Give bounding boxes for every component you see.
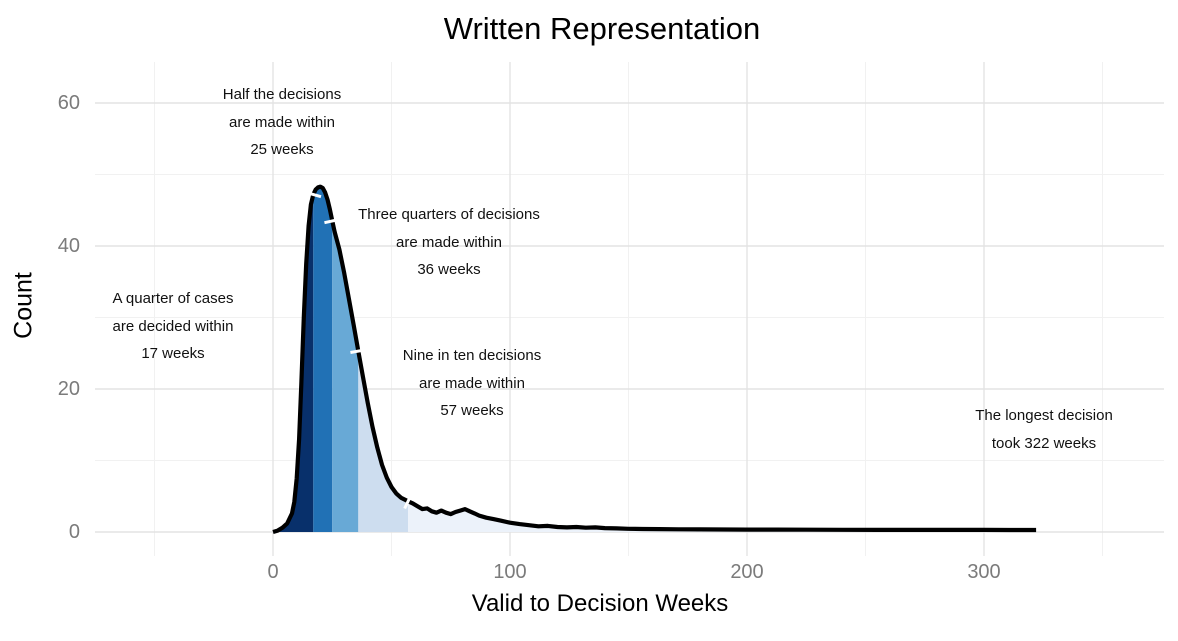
annotation-line: are decided within bbox=[112, 317, 234, 335]
annotation-line: 36 weeks bbox=[417, 261, 481, 278]
annotation-half: Half the decisions are made within 25 we… bbox=[162, 81, 402, 164]
annotation-longest: The longest decision took 322 weeks bbox=[924, 402, 1164, 457]
annotation-line: 17 weeks bbox=[141, 345, 205, 362]
annotation-line: are made within bbox=[229, 113, 335, 131]
y-tick-label: 20 bbox=[57, 378, 80, 400]
y-tick-label: 60 bbox=[57, 92, 80, 114]
quantile-notch bbox=[403, 493, 413, 510]
quantile-notch bbox=[350, 348, 367, 354]
x-tick-label: 300 bbox=[967, 561, 1001, 583]
annotation-line: A quarter of cases bbox=[112, 290, 234, 307]
density-band-fill bbox=[358, 351, 409, 532]
annotation-line: are made within bbox=[419, 374, 525, 392]
quantile-notch bbox=[324, 217, 341, 225]
y-tick-label: 0 bbox=[68, 521, 80, 543]
x-axis-label: Valid to Decision Weeks bbox=[471, 590, 729, 617]
y-tick-label: 40 bbox=[57, 235, 80, 257]
quantile-notch bbox=[305, 190, 322, 199]
annotation-line: are made within bbox=[396, 233, 502, 251]
annotation-line: Nine in ten decisions bbox=[402, 347, 542, 364]
annotation-line: Half the decisions bbox=[222, 86, 342, 103]
annotation-line: 25 weeks bbox=[250, 141, 314, 158]
annotation-three-quarters: Three quarters of decisions are made wit… bbox=[319, 201, 579, 284]
density-band-fill bbox=[313, 186, 333, 532]
annotation-line: The longest decision bbox=[975, 407, 1113, 424]
density-band-fill bbox=[273, 194, 314, 532]
density-band-fill bbox=[332, 220, 359, 532]
annotation-line: 57 weeks bbox=[440, 402, 504, 419]
annotation-line: Three quarters of decisions bbox=[358, 206, 540, 223]
annotation-quarter: A quarter of cases are decided within 17… bbox=[53, 285, 293, 368]
x-tick-label: 100 bbox=[493, 561, 527, 583]
annotation-nine-in-ten: Nine in ten decisions are made within 57… bbox=[352, 342, 592, 425]
x-tick-label: 0 bbox=[267, 561, 279, 583]
y-axis-label: Count bbox=[9, 272, 38, 339]
annotation-line: took 322 weeks bbox=[991, 434, 1097, 452]
x-tick-label: 200 bbox=[730, 561, 764, 583]
density-band-fill bbox=[408, 501, 1037, 532]
chart-title: Written Representation bbox=[443, 11, 761, 46]
density-curve bbox=[272, 184, 1037, 535]
